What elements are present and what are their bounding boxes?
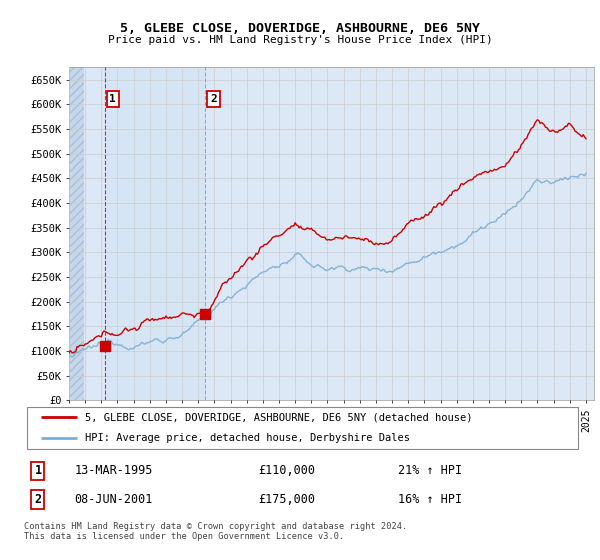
FancyBboxPatch shape <box>27 407 578 449</box>
Text: 1: 1 <box>34 464 41 478</box>
Text: £175,000: £175,000 <box>259 493 316 506</box>
Text: £110,000: £110,000 <box>259 464 316 478</box>
Bar <box>69 67 84 400</box>
Text: 2: 2 <box>210 94 217 104</box>
Text: 16% ↑ HPI: 16% ↑ HPI <box>398 493 462 506</box>
Text: 5, GLEBE CLOSE, DOVERIDGE, ASHBOURNE, DE6 5NY (detached house): 5, GLEBE CLOSE, DOVERIDGE, ASHBOURNE, DE… <box>85 412 473 422</box>
Text: 08-JUN-2001: 08-JUN-2001 <box>74 493 152 506</box>
Text: Price paid vs. HM Land Registry's House Price Index (HPI): Price paid vs. HM Land Registry's House … <box>107 35 493 45</box>
Text: Contains HM Land Registry data © Crown copyright and database right 2024.
This d: Contains HM Land Registry data © Crown c… <box>24 522 407 542</box>
Text: 13-MAR-1995: 13-MAR-1995 <box>74 464 152 478</box>
Bar <box>104 67 205 400</box>
Text: 2: 2 <box>34 493 41 506</box>
Text: 21% ↑ HPI: 21% ↑ HPI <box>398 464 462 478</box>
Text: HPI: Average price, detached house, Derbyshire Dales: HPI: Average price, detached house, Derb… <box>85 433 410 444</box>
Text: 1: 1 <box>109 94 116 104</box>
Text: 5, GLEBE CLOSE, DOVERIDGE, ASHBOURNE, DE6 5NY: 5, GLEBE CLOSE, DOVERIDGE, ASHBOURNE, DE… <box>120 22 480 35</box>
